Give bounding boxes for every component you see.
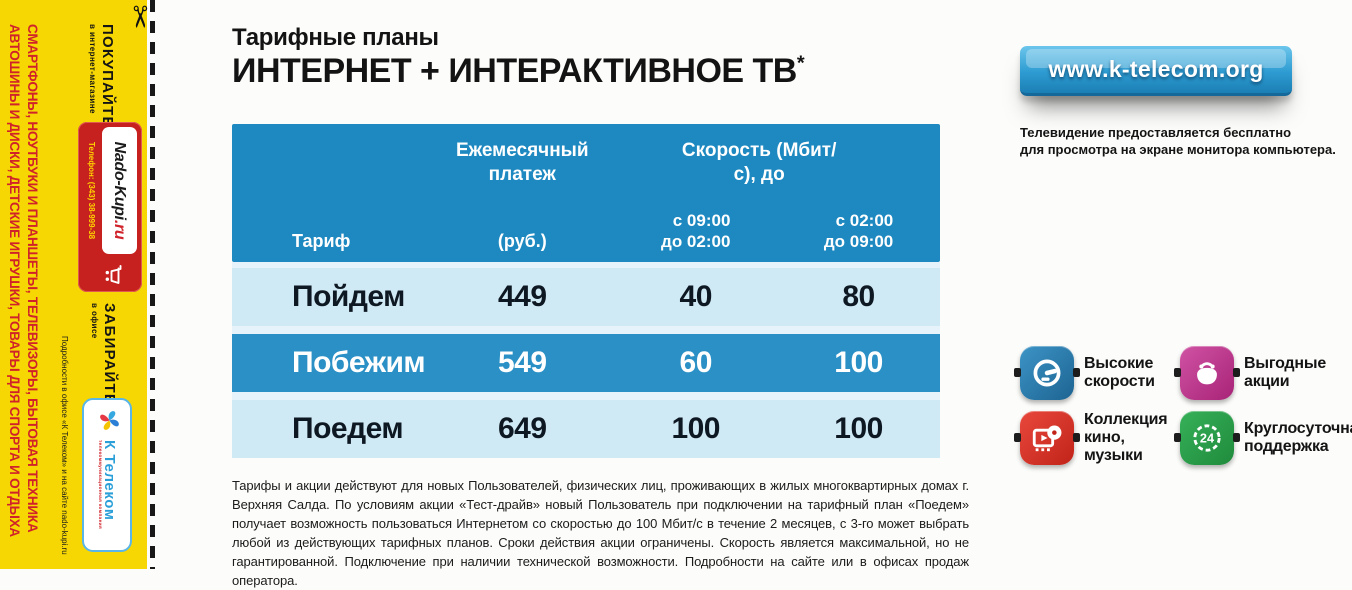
feature-label: Коллекция кино, музыки [1084,411,1168,464]
table-row-pobezhim: Побежим 549 60 100 [232,334,940,392]
nado-kupi-logo: Nado-Kupi .ru [102,127,137,254]
categories-line-2: АВТОШИНЫ И ДИСКИ, ДЕТСКИЕ ИГРУШКИ, ТОВАР… [7,24,22,537]
feature-movies-music: Коллекция кино, музыки [1014,411,1180,465]
feature-label: Высокие скорости [1084,355,1155,390]
cut-dashed-line [150,0,155,569]
speedometer-icon [1014,346,1080,400]
feature-support: 24 Круглосуточная поддержка [1174,411,1352,465]
table-row-gap [232,392,940,400]
pickup-block: ЗАБИРАЙТЕ в офисе [90,303,118,405]
column-header-monthly-fee: Ежемесячный платеж [455,140,589,185]
tariff-price: 649 [497,412,547,445]
table-row-gap [232,262,940,268]
pickup-title: ЗАБИРАЙТЕ [101,303,118,406]
tv-free-note: Телевидение предоставляется бесплатно дл… [1020,125,1336,157]
table-row-poedem: Поедем 649 100 100 [232,400,940,458]
tariff-table: Ежемесячный платеж Скорость (Мбит/с), до… [232,124,940,458]
buy-online-block: ПОКУПАЙТЕ в интернет-магазине [88,24,116,128]
tariff-speed-night: 100 [834,346,883,379]
coupon-details-note: Подробности в офисе «К Телеком» и на сай… [60,336,69,555]
coupon-sidebar: СМАРТФОНЫ, НОУТБУКИ И ПЛАНШЕТЫ, ТЕЛЕВИЗО… [0,0,147,569]
tariff-speed-night: 100 [834,412,883,445]
terms-footnote: Тарифы и акции действуют для новых Польз… [232,478,969,588]
store-categories: СМАРТФОНЫ, НОУТБУКИ И ПЛАНШЕТЫ, ТЕЛЕВИЗО… [4,24,40,537]
k-telecom-tagline: телекоммуникационная компания [97,440,103,530]
tariff-name: Побежим [292,346,426,379]
column-header-speed: Скорость (Мбит/с), до [681,140,837,185]
feature-promotions: Выгодные акции [1174,346,1352,400]
feature-label: Круглосуточная поддержка [1244,420,1352,455]
nado-kupi-phone: Телефон: (343) 38-999-38 [87,141,96,240]
features-grid: Высокие скорости Выгодные акции [1014,346,1352,465]
buy-online-title: ПОКУПАЙТЕ [99,24,116,128]
footnote-asterisk: * [796,52,805,75]
tariff-name: Поедем [292,412,404,445]
tariff-speed-day: 60 [679,346,713,379]
page-title: ИНТЕРНЕТ + ИНТЕРАКТИВНОЕ ТВ* [232,52,805,90]
categories-line-1: СМАРТФОНЫ, НОУТБУКИ И ПЛАНШЕТЫ, ТЕЛЕВИЗО… [25,24,40,533]
tariff-price: 449 [497,280,547,313]
table-header: Ежемесячный платеж Скорость (Мбит/с), до… [232,124,940,262]
table-row-poidem: Пойдем 449 40 80 [232,268,940,326]
scissors-icon: ✂ [122,4,156,30]
purse-icon [1174,346,1240,400]
tariff-speed-night: 80 [842,280,875,313]
tariff-speed-day: 40 [679,280,713,313]
cinema-icon [1014,411,1080,465]
column-header-rub: (руб.) [497,231,547,251]
feature-high-speeds: Высокие скорости [1014,346,1180,400]
k-telecom-badge: К Телеком телекоммуникационная компания [82,398,132,552]
tariff-name: Пойдем [292,280,405,313]
website-button[interactable]: www.k-telecom.org [1020,46,1292,96]
column-header-nighttime: с 02:00 до 09:00 [823,211,894,251]
nado-kupi-badge: Nado-Kupi .ru Телефон: (343) 38-999-38 [78,122,142,292]
nado-kupi-domain: .ru [111,219,129,240]
buy-online-subtitle: в интернет-магазине [88,24,97,114]
column-header-daytime: с 09:00 до 02:00 [661,211,731,251]
tariff-price: 549 [497,346,547,379]
column-header-tariff: Тариф [292,231,351,251]
feature-label: Выгодные акции [1244,355,1327,390]
k-telecom-name: К Телеком [101,440,119,521]
tariff-speed-day: 100 [671,412,720,445]
svg-text:24: 24 [1200,430,1215,445]
page-subtitle: Тарифные планы [232,24,439,51]
pickup-subtitle: в офисе [90,303,99,339]
shopping-cart-icon [96,263,125,287]
table-row-gap [232,326,940,334]
support-24-icon: 24 [1174,411,1240,465]
nado-kupi-name: Nado-Kupi [111,141,129,220]
k-telecom-pinwheel-icon [91,407,123,434]
website-url: www.k-telecom.org [1048,56,1264,82]
